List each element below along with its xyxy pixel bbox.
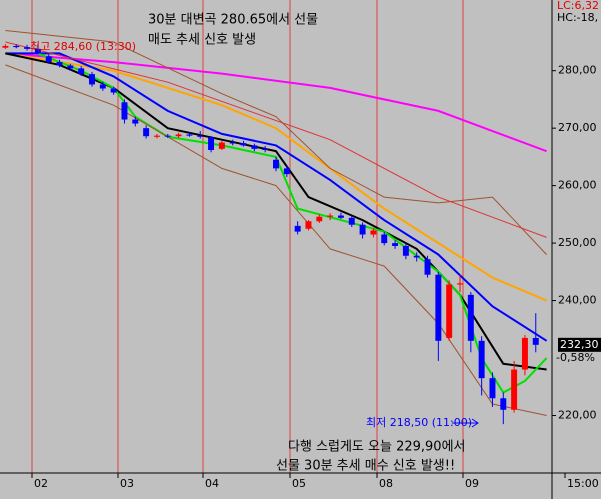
- candle-body: [294, 225, 301, 232]
- ma-line: [5, 52, 548, 342]
- candle-body: [175, 134, 182, 137]
- candle-body: [348, 217, 355, 225]
- annotation: 최고 284,60 (13:30): [30, 40, 136, 53]
- candle-body: [489, 378, 496, 399]
- annotation: 다행 스럽게도 오늘 229,90에서: [288, 439, 465, 455]
- candle-body: [521, 337, 528, 370]
- candle-body: [402, 245, 409, 256]
- y-tick-label: 220,00: [558, 409, 597, 422]
- candle-body: [132, 119, 139, 124]
- corner-label: LC:6,32: [557, 0, 599, 12]
- change-label: -0,58%: [556, 351, 595, 364]
- candle-body: [381, 234, 388, 244]
- candle-body: [457, 283, 463, 285]
- x-tick-label: 02: [34, 477, 48, 490]
- candle-body: [143, 128, 150, 137]
- candle-body: [229, 142, 236, 144]
- candle-body: [392, 243, 399, 246]
- annotation: 30분 대변곡 280.65에서 선물: [148, 13, 318, 28]
- candle-body: [359, 224, 366, 235]
- ma-line: [5, 30, 547, 255]
- y-tick-label: 280,00: [558, 64, 597, 77]
- candle-body: [240, 143, 247, 146]
- ma-line: [5, 64, 547, 416]
- last-price-label: 232,30: [560, 338, 599, 351]
- candle-body: [511, 369, 518, 410]
- candle-body: [89, 74, 95, 85]
- candle-body: [153, 135, 160, 137]
- candle-body: [121, 102, 128, 120]
- candle-body: [251, 145, 258, 149]
- candle-body: [327, 215, 334, 217]
- candle-body: [110, 88, 117, 93]
- candle-body: [467, 294, 474, 341]
- y-tick-label: 270,00: [558, 121, 597, 134]
- y-tick-label: 250,00: [558, 236, 597, 249]
- x-tick-label: 05: [292, 477, 306, 490]
- x-tick-label: 09: [465, 477, 479, 490]
- candle-body: [424, 259, 431, 275]
- candle-body: [446, 284, 453, 338]
- ma-line: [5, 41, 547, 238]
- candle-body: [2, 45, 9, 48]
- last-price-box: [558, 337, 601, 352]
- x-tick-label: 08: [379, 477, 393, 490]
- candle-body: [13, 45, 20, 48]
- arrow: [452, 418, 479, 428]
- x-tick-label: 15:00: [567, 477, 599, 490]
- candle-body: [283, 168, 290, 175]
- candle-body: [337, 215, 344, 218]
- candle-body: [262, 148, 269, 151]
- candle-body: [370, 230, 377, 235]
- candle-body: [316, 216, 323, 222]
- candle-body: [56, 62, 63, 66]
- y-tick-label: 260,00: [558, 179, 597, 192]
- candle-body: [67, 65, 74, 69]
- ma-line: [5, 52, 547, 153]
- candle-body: [186, 134, 193, 136]
- candle-body: [218, 142, 225, 149]
- annotation: 선물 30분 추세 매수 신호 발생!!: [276, 459, 455, 474]
- candle-body: [24, 47, 31, 49]
- candle-body: [34, 48, 41, 54]
- candle-body: [532, 337, 539, 345]
- y-tick-label: 240,00: [558, 294, 597, 307]
- corner-label: HC:-18,: [557, 11, 598, 24]
- candle-body: [78, 68, 85, 75]
- plot-area: [2, 30, 548, 425]
- candle-body: [435, 274, 442, 341]
- candle-body: [478, 340, 485, 379]
- candle-body: [164, 135, 171, 137]
- annotation: 매도 추세 신호 발생: [148, 33, 256, 48]
- annotation: 최저 218,50 (11:00): [366, 416, 472, 429]
- candle-body: [305, 221, 312, 229]
- candle-body: [413, 255, 420, 258]
- candle-body: [45, 56, 52, 63]
- candle-body: [197, 135, 204, 137]
- candle-body: [273, 159, 279, 169]
- x-tick-label: 03: [120, 477, 134, 490]
- candle-body: [208, 137, 215, 151]
- candle-body: [99, 84, 106, 89]
- x-tick-label: 04: [205, 477, 219, 490]
- candle-body: [500, 398, 507, 410]
